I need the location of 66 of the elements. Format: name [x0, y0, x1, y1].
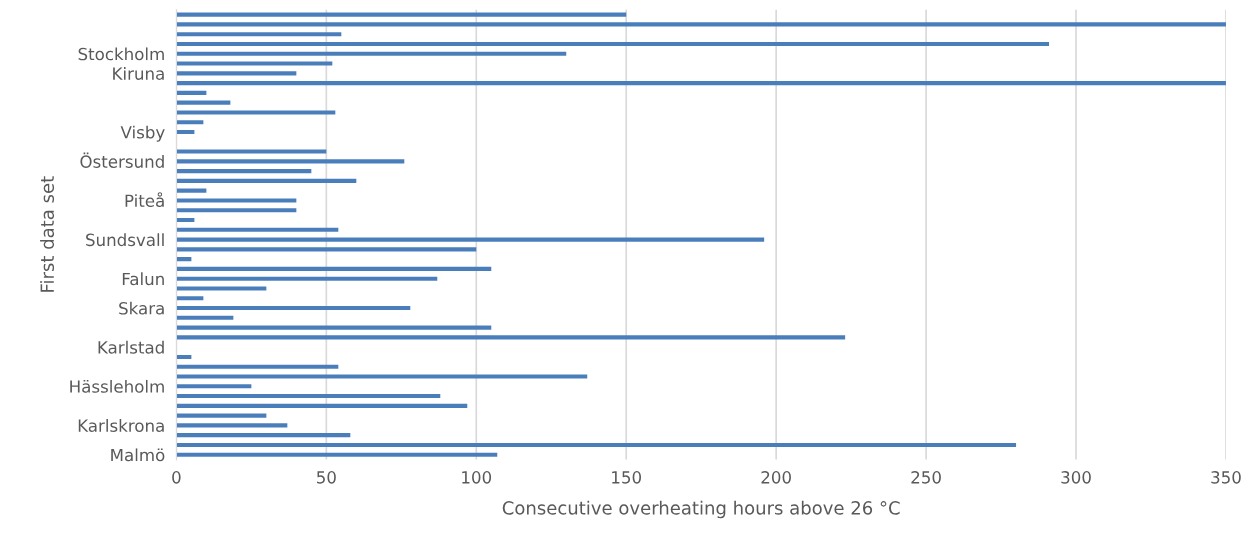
bar: [176, 188, 207, 193]
y-tick-label: Hässleholm: [70, 379, 164, 393]
bar: [176, 110, 336, 115]
bar: [176, 403, 468, 408]
bar: [176, 374, 588, 379]
bar: [176, 61, 333, 66]
bar: [176, 81, 1226, 86]
bar: [176, 51, 567, 56]
bar: [176, 159, 405, 164]
y-tick-label: Karlstad: [98, 340, 164, 354]
bar: [176, 257, 192, 262]
y-tick-label: Stockholm: [78, 47, 164, 61]
y-tick-label: Sundsvall: [86, 233, 164, 247]
bar: [176, 276, 438, 281]
y-tick-label: Piteå: [125, 192, 164, 208]
bar: [176, 384, 252, 389]
y-tick-label: Östersund: [80, 152, 164, 168]
bar: [176, 90, 207, 95]
x-tick-label: 100: [462, 471, 492, 484]
bar: [176, 335, 846, 340]
bar: [176, 178, 357, 183]
bar: [176, 247, 477, 252]
x-tick-label: 150: [612, 471, 642, 484]
bar: [176, 296, 204, 301]
bar: [176, 32, 342, 37]
bar: [176, 413, 267, 418]
bar: [176, 71, 297, 76]
bar: [176, 354, 192, 359]
y-tick-label: Skara: [119, 301, 164, 315]
bar: [176, 266, 492, 271]
x-tick-label: 200: [761, 471, 791, 484]
x-tick-label: 350: [1211, 471, 1241, 484]
bar: [176, 129, 195, 135]
bar: [176, 22, 1226, 27]
bar: [176, 433, 351, 438]
bar: [176, 120, 204, 125]
x-axis-title: Consecutive overheating hours above 26 °C: [502, 500, 900, 519]
bar: [176, 217, 195, 223]
bar: [176, 442, 1017, 447]
bar: [176, 364, 339, 369]
x-tick-label: 300: [1061, 471, 1091, 484]
bar: [176, 198, 297, 203]
y-tick-label: Karlskrona: [78, 419, 164, 432]
bar: [176, 237, 765, 242]
bar: [176, 100, 231, 105]
y-tick-label: Malmö: [111, 448, 165, 462]
bar: [176, 325, 492, 330]
bar: [176, 41, 1050, 47]
x-tick-label: 50: [317, 471, 336, 484]
bar: [176, 286, 267, 291]
y-tick-label: Visby: [120, 125, 165, 142]
y-tick-label: Falun: [122, 272, 164, 286]
bar: [176, 208, 297, 213]
bar: [176, 423, 288, 428]
y-tick-label: Kiruna: [113, 66, 164, 80]
bar: [176, 227, 339, 232]
bar: [176, 149, 327, 154]
bar: [176, 169, 312, 174]
bar: [176, 305, 411, 311]
y-axis-title: First data set: [40, 176, 55, 292]
bar: [176, 394, 441, 399]
bar: [176, 315, 234, 320]
x-tick-label: 0: [172, 471, 181, 484]
bar: [176, 452, 498, 457]
x-tick-label: 250: [911, 471, 941, 484]
bar: [176, 12, 627, 17]
